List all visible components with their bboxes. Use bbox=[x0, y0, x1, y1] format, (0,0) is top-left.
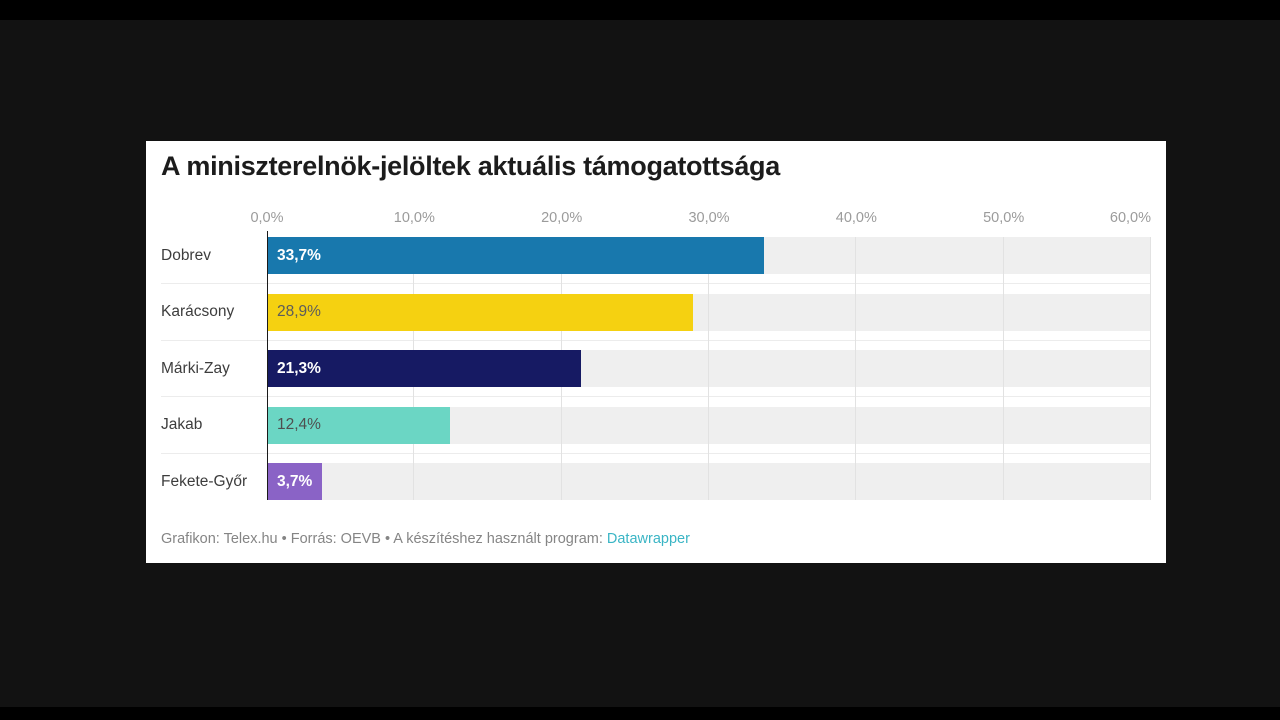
bar bbox=[267, 237, 764, 274]
bar-value-label: 33,7% bbox=[277, 246, 321, 264]
x-axis-tick-label: 0,0% bbox=[250, 210, 284, 226]
x-axis-tick-label: 40,0% bbox=[835, 210, 877, 226]
x-axis-tick-label: 50,0% bbox=[983, 210, 1025, 226]
chart-card: A miniszterelnök-jelöltek aktuális támog… bbox=[146, 141, 1166, 563]
bar-row: Márki-Zay 21,3% bbox=[161, 350, 1151, 387]
x-axis-tick-label: 30,0% bbox=[688, 210, 730, 226]
bar bbox=[267, 463, 322, 500]
x-axis-tick-label: 20,0% bbox=[541, 210, 583, 226]
bar bbox=[267, 406, 450, 444]
datawrapper-link[interactable]: Datawrapper bbox=[606, 531, 690, 547]
row-separator bbox=[161, 283, 1151, 285]
category-label: Márki-Zay bbox=[161, 359, 230, 377]
bar-track bbox=[267, 350, 1151, 387]
category-label: Karácsony bbox=[161, 303, 235, 320]
axis-baseline bbox=[267, 231, 268, 500]
bar-track bbox=[267, 406, 1151, 444]
bar-value-label: 28,9% bbox=[277, 303, 321, 320]
chart-title: A miniszterelnök-jelöltek aktuális támog… bbox=[161, 151, 780, 181]
bar-value-label: 12,4% bbox=[277, 416, 321, 433]
category-label: Fekete-Győr bbox=[161, 472, 248, 490]
row-separator bbox=[161, 396, 1151, 398]
video-frame-background: A miniszterelnök-jelöltek aktuális támog… bbox=[0, 20, 1280, 707]
bar-row: Jakab 12,4% bbox=[161, 406, 1151, 444]
bar-value-label: 3,7% bbox=[277, 472, 313, 490]
bar-row: Fekete-Győr 3,7% bbox=[161, 463, 1151, 500]
bar bbox=[267, 293, 693, 331]
bar-value-label: 21,3% bbox=[277, 359, 321, 377]
bar-row: Dobrev 33,7% bbox=[161, 237, 1151, 274]
category-label: Jakab bbox=[161, 416, 203, 433]
x-axis-tick-label: 10,0% bbox=[393, 210, 435, 226]
footer-text: Grafikon: Telex.hu • Forrás: OEVB • A ké… bbox=[161, 531, 607, 547]
bar-track bbox=[267, 463, 1151, 500]
bar-track bbox=[267, 293, 1151, 331]
bar-row: Karácsony 28,9% bbox=[161, 293, 1151, 331]
row-separator bbox=[161, 452, 1151, 454]
x-axis-tick-label: 60,0% bbox=[1109, 210, 1151, 226]
row-separator bbox=[161, 339, 1151, 341]
category-label: Dobrev bbox=[161, 246, 211, 264]
chart-footer: Grafikon: Telex.hu • Forrás: OEVB • A ké… bbox=[161, 531, 690, 547]
bar-track bbox=[267, 237, 1151, 274]
bar bbox=[267, 350, 581, 387]
x-axis: 0,0% 10,0% 20,0% 30,0% 40,0% 50,0% 60,0% bbox=[250, 210, 1151, 228]
chart-plot: Dobrev 33,7% Karácsony 28,9% Márki-Zay 21,3% J… bbox=[161, 231, 1151, 500]
